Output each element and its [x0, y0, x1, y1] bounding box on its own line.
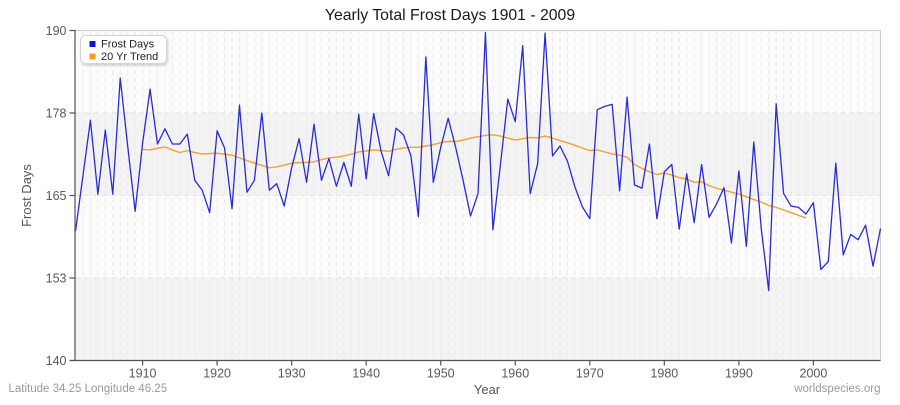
svg-text:1950: 1950 [427, 367, 455, 381]
svg-text:Year: Year [474, 382, 501, 397]
svg-text:1940: 1940 [352, 367, 380, 381]
svg-text:1930: 1930 [278, 367, 306, 381]
svg-text:20 Yr Trend: 20 Yr Trend [101, 51, 158, 63]
svg-text:140: 140 [46, 354, 67, 368]
svg-text:1920: 1920 [203, 367, 231, 381]
svg-text:2000: 2000 [800, 367, 828, 381]
svg-text:Frost Days: Frost Days [101, 39, 155, 51]
svg-text:Latitude 34.25 Longitude 46.25: Latitude 34.25 Longitude 46.25 [9, 383, 168, 395]
svg-text:worldspecies.org: worldspecies.org [793, 383, 880, 395]
svg-text:1910: 1910 [129, 367, 157, 381]
svg-text:1990: 1990 [725, 367, 753, 381]
svg-text:153: 153 [46, 272, 67, 286]
svg-text:Yearly Total Frost Days 1901 -: Yearly Total Frost Days 1901 - 2009 [325, 7, 575, 24]
svg-text:1980: 1980 [650, 367, 678, 381]
svg-text:Frost Days: Frost Days [19, 164, 34, 227]
svg-text:1970: 1970 [576, 367, 604, 381]
svg-text:190: 190 [46, 24, 67, 38]
svg-text:1960: 1960 [501, 367, 529, 381]
svg-text:178: 178 [46, 107, 67, 121]
svg-text:165: 165 [46, 189, 67, 203]
